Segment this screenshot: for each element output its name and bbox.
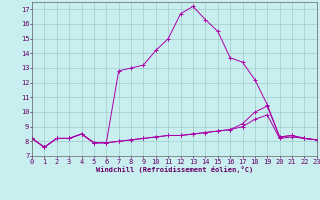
X-axis label: Windchill (Refroidissement éolien,°C): Windchill (Refroidissement éolien,°C)	[96, 166, 253, 173]
